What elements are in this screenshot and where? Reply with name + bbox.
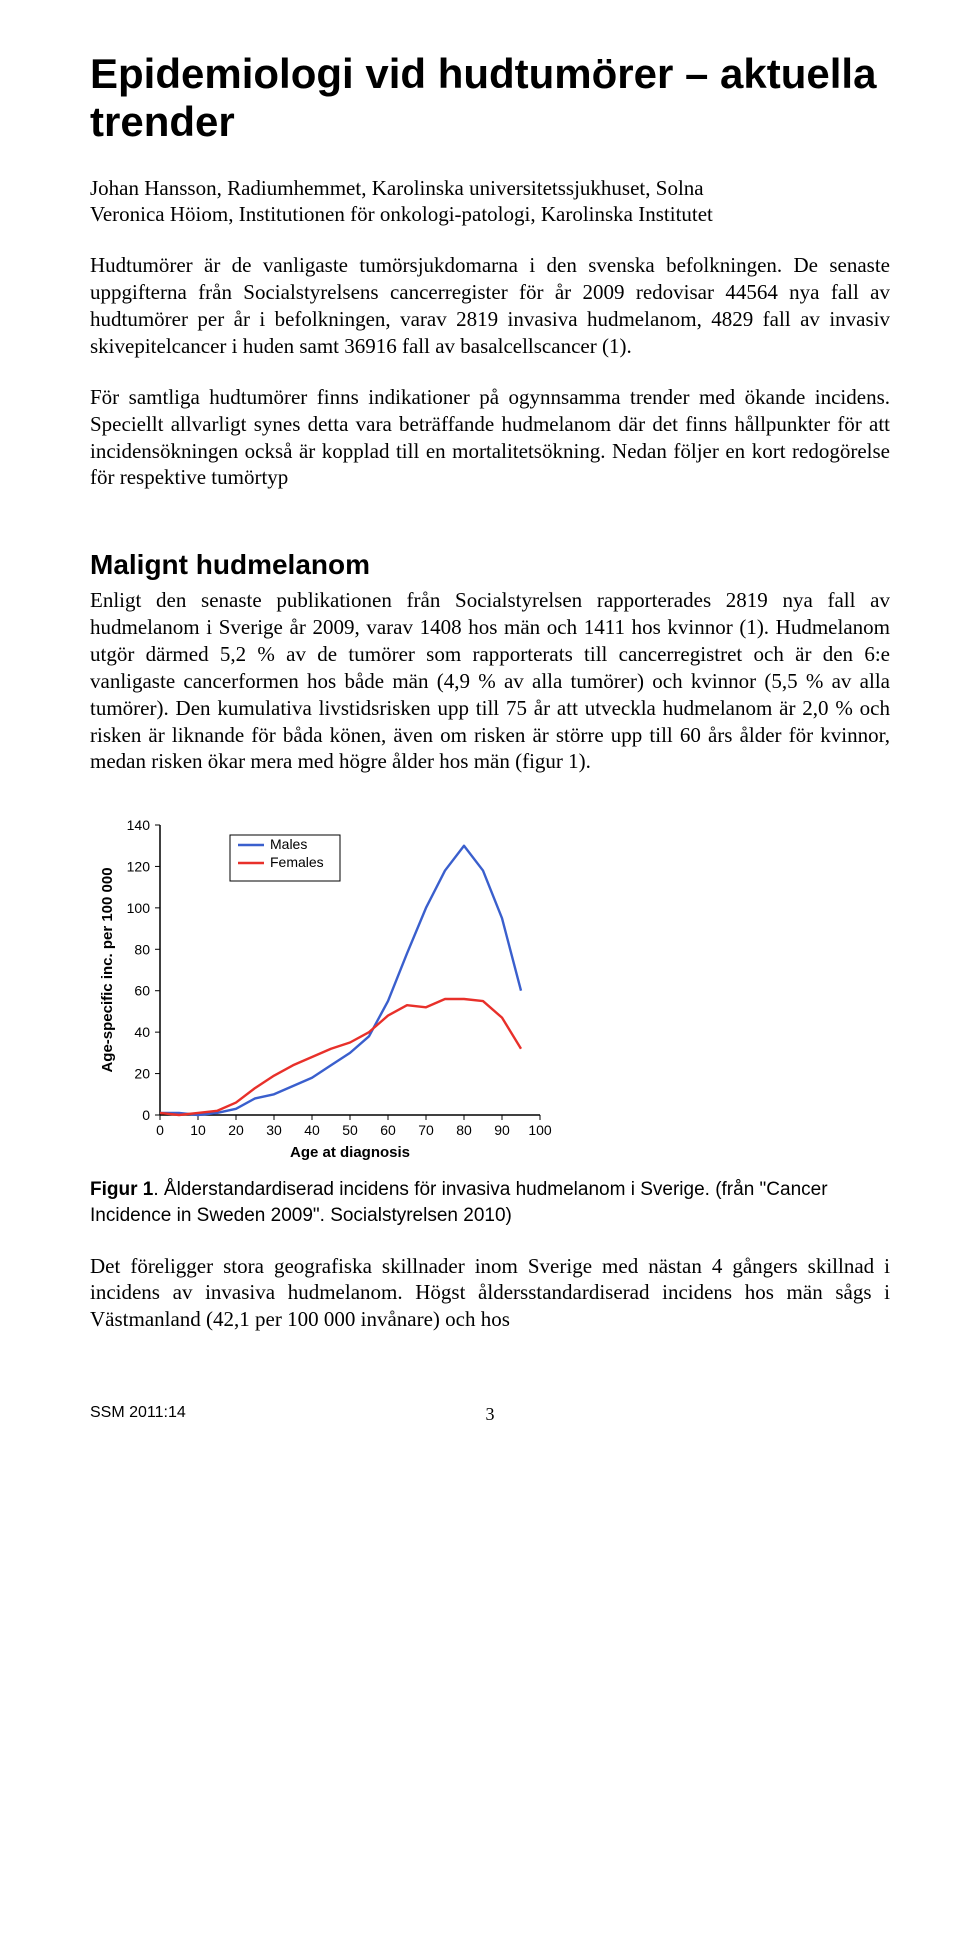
- svg-text:Age at diagnosis: Age at diagnosis: [290, 1144, 410, 1161]
- line-chart: 0 20 40 60 80 100 120 140 0 10 20 30 40 50 60 70 80 90 100…: [90, 805, 570, 1165]
- page-number: 3: [486, 1403, 495, 1426]
- svg-text:50: 50: [342, 1122, 358, 1138]
- svg-text:100: 100: [127, 900, 151, 916]
- author-block: Johan Hansson, Radiumhemmet, Karolinska …: [90, 175, 890, 229]
- svg-text:40: 40: [304, 1122, 320, 1138]
- svg-text:Females: Females: [270, 854, 324, 870]
- svg-text:60: 60: [134, 983, 150, 999]
- svg-text:30: 30: [266, 1122, 282, 1138]
- svg-text:100: 100: [528, 1122, 552, 1138]
- svg-text:70: 70: [418, 1122, 434, 1138]
- body-paragraph: För samtliga hudtumörer finns indikation…: [90, 384, 890, 492]
- report-id: SSM 2011:14: [90, 1404, 186, 1421]
- svg-text:80: 80: [456, 1122, 472, 1138]
- page-footer: SSM 2011:14 3: [90, 1403, 890, 1423]
- svg-text:140: 140: [127, 817, 151, 833]
- svg-text:0: 0: [142, 1107, 150, 1123]
- svg-text:60: 60: [380, 1122, 396, 1138]
- svg-text:20: 20: [134, 1066, 150, 1082]
- svg-text:90: 90: [494, 1122, 510, 1138]
- author-line: Veronica Höiom, Institutionen för onkolo…: [90, 201, 890, 228]
- body-paragraph: Hudtumörer är de vanligaste tumörsjukdom…: [90, 252, 890, 360]
- svg-text:120: 120: [127, 859, 151, 875]
- body-paragraph: Enligt den senaste publikationen från So…: [90, 587, 890, 775]
- svg-text:0: 0: [156, 1122, 164, 1138]
- body-paragraph: Det föreligger stora geografiska skillna…: [90, 1253, 890, 1334]
- section-heading: Malignt hudmelanom: [90, 547, 890, 583]
- svg-text:Males: Males: [270, 836, 307, 852]
- page-title: Epidemiologi vid hudtumörer – aktuella t…: [90, 50, 890, 147]
- caption-text: . Ålderstandardiserad incidens för invas…: [90, 1179, 828, 1226]
- svg-text:Age-specific inc. per 100 000: Age-specific inc. per 100 000: [99, 868, 116, 1073]
- author-line: Johan Hansson, Radiumhemmet, Karolinska …: [90, 175, 890, 202]
- svg-text:80: 80: [134, 942, 150, 958]
- svg-text:20: 20: [228, 1122, 244, 1138]
- svg-text:40: 40: [134, 1024, 150, 1040]
- svg-text:10: 10: [190, 1122, 206, 1138]
- figure-1: 0 20 40 60 80 100 120 140 0 10 20 30 40 50 60 70 80 90 100…: [90, 805, 890, 1165]
- caption-lead: Figur 1: [90, 1179, 153, 1200]
- figure-caption: Figur 1. Ålderstandardiserad incidens fö…: [90, 1177, 890, 1228]
